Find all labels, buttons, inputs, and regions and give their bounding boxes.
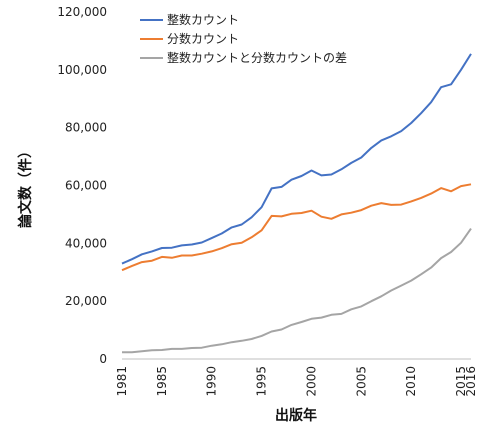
x-tick-label: 2000 xyxy=(304,366,318,397)
y-tick-label: 20,000 xyxy=(65,294,107,308)
y-tick-label: 100,000 xyxy=(57,63,107,77)
y-tick-label: 80,000 xyxy=(65,121,107,135)
x-tick-label: 2005 xyxy=(354,366,368,397)
y-axis-title: 論文数（件） xyxy=(17,144,34,228)
series-line-3 xyxy=(122,228,472,354)
x-tick-label: 1985 xyxy=(155,366,169,397)
y-tick-label: 40,000 xyxy=(65,236,107,250)
x-tick-label: 2010 xyxy=(404,366,418,397)
legend-label-1: 整数カウント xyxy=(167,12,239,27)
x-tick-label: 1981 xyxy=(115,366,129,397)
y-tick-label: 120,000 xyxy=(57,5,107,19)
x-tick-label: 2016 xyxy=(464,366,478,397)
legend-label-2: 分数カウント xyxy=(167,31,239,46)
legend-label-3: 整数カウントと分数カウントの差 xyxy=(167,50,347,65)
x-tick-label: 2015 xyxy=(454,366,468,397)
y-axis-ticks: 0 20,000 40,000 60,000 80,000 100,000 120,000 xyxy=(57,5,107,366)
series-line-2 xyxy=(121,183,472,272)
x-axis-title: 出版年 xyxy=(275,407,317,424)
y-tick-label: 0 xyxy=(99,352,107,366)
series-line-1 xyxy=(121,53,472,265)
x-tick-label: 1990 xyxy=(205,366,219,397)
y-tick-label: 60,000 xyxy=(65,179,107,193)
x-tick-label: 1995 xyxy=(255,366,269,397)
series-layer xyxy=(121,53,472,354)
